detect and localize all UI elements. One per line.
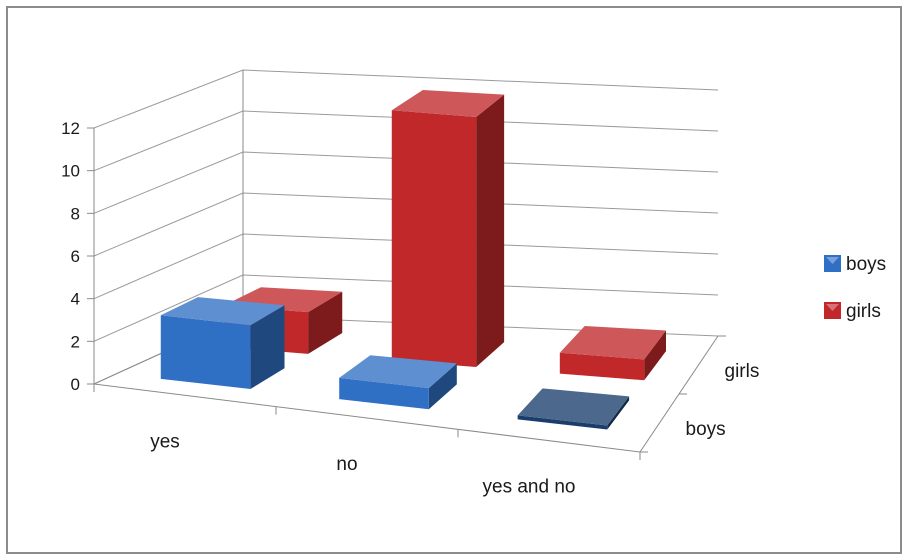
bar-front: [160, 315, 251, 390]
bar-top: [517, 388, 630, 426]
y-tick-label: 12: [61, 119, 80, 138]
bar-side: [644, 330, 667, 381]
legend: boys girls: [824, 254, 886, 322]
legend-swatch-highlight: [826, 304, 839, 311]
bars: [160, 90, 667, 430]
bar-front: [559, 352, 645, 381]
y-tick-label: 4: [71, 290, 80, 309]
depth-tick-label: girls: [725, 361, 760, 382]
y-tick-label: 10: [61, 162, 80, 181]
y-tick-label: 2: [71, 332, 80, 351]
bar-side: [250, 305, 285, 390]
bar-top: [160, 297, 285, 326]
x-tick-label: yes and no: [483, 477, 576, 498]
y-tick-label: 6: [71, 247, 80, 266]
x-tick-label: yes: [150, 431, 180, 452]
legend-label: boys: [846, 254, 886, 275]
bar: [517, 388, 630, 430]
bar-top: [391, 90, 505, 117]
bar: [160, 297, 285, 390]
bar-side: [308, 291, 343, 354]
legend-item: girls: [824, 301, 881, 322]
bar-top: [559, 325, 667, 360]
x-axis: [93, 383, 641, 453]
legend-label: girls: [846, 301, 881, 322]
depth-tick-label: boys: [686, 419, 726, 440]
bar-front: [391, 110, 477, 368]
x-tick-label: no: [336, 454, 357, 475]
bar: [559, 325, 667, 381]
bar-top: [339, 355, 457, 389]
bar: [339, 355, 457, 410]
bar-front: [339, 377, 429, 410]
legend-item: boys: [824, 254, 886, 275]
y-tick-label: 8: [71, 204, 80, 223]
bar: [391, 90, 505, 368]
legend-swatch-highlight: [826, 257, 839, 264]
bar-front: [517, 415, 608, 430]
y-tick-label: 0: [71, 375, 80, 394]
labels: 0 2 4 6 8 10 12 yes no yes and no girls boys: [61, 119, 759, 498]
bar-side: [476, 94, 505, 368]
bar-side: [428, 363, 457, 410]
bar-side: [607, 396, 630, 430]
